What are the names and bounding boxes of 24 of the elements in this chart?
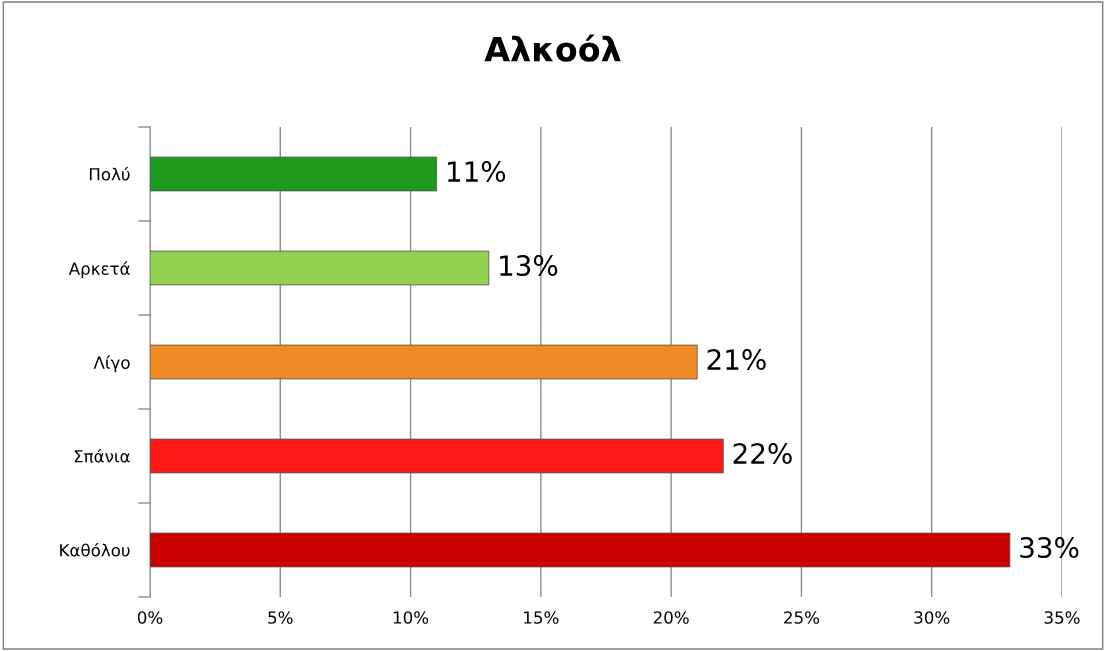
y-tick-label: Αρκετά [68,261,130,279]
bar [150,438,724,474]
x-tick-label: 25% [784,611,820,624]
x-tick-label: 15% [524,611,559,624]
x-tick-label: 30% [914,611,950,624]
y-tick-label: Λίγο [93,355,130,373]
y-tick-label: Πολύ [89,167,130,181]
bar [150,250,490,286]
x-tick-label: 20% [653,611,689,624]
y-tick-label: Σπάνια [74,449,130,463]
data-label: 11% [448,161,506,183]
bar [150,344,698,380]
data-label: 21% [707,349,766,371]
data-label: 33% [1020,537,1079,559]
data-label: 13% [500,255,558,277]
x-tick-label: 0% [137,611,163,624]
x-tick-label: 35% [1044,611,1080,624]
y-tick-label: Καθόλου [60,543,130,557]
bar [150,156,438,192]
data-label: 22% [733,443,792,465]
bar [150,532,1011,568]
x-tick-label: 10% [393,611,429,624]
chart-title: Αλκοόλ [484,34,621,62]
x-tick-label: 5% [268,611,293,624]
